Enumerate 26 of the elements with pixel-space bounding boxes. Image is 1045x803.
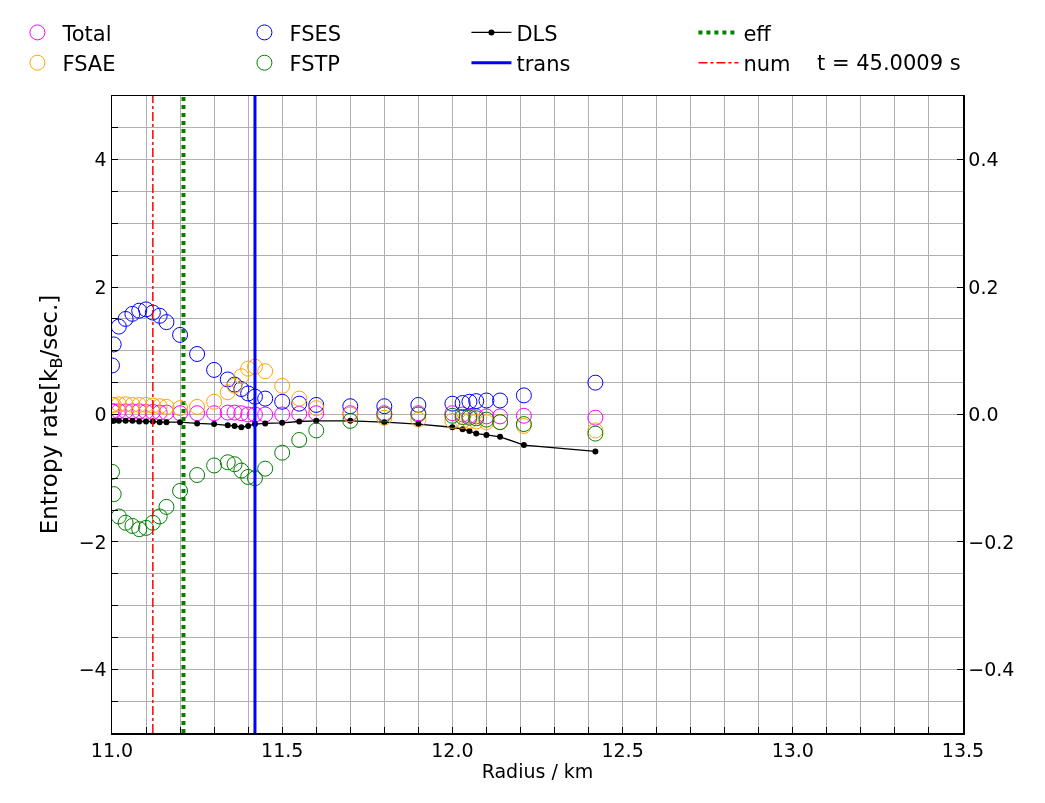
legend-label: FSAE bbox=[62, 51, 116, 76]
legend-label: FSES bbox=[289, 21, 342, 46]
legend-label: Total bbox=[61, 21, 112, 46]
legend-label: trans bbox=[516, 51, 571, 76]
y-tick-label: 2 bbox=[94, 275, 107, 298]
y-tick-label: −2 bbox=[78, 530, 107, 553]
legend-label: num bbox=[743, 51, 791, 76]
legend-label: DLS bbox=[516, 21, 558, 46]
y-tick-label: −4 bbox=[78, 657, 107, 680]
legend-label: eff bbox=[743, 21, 772, 46]
text: t = 45.0009 s bbox=[817, 51, 961, 75]
y2-tick-label: 0.2 bbox=[968, 275, 999, 298]
legend-label: FSTP bbox=[289, 51, 340, 76]
y2-tick-label: 0.0 bbox=[968, 403, 999, 426]
x-tick-label: 11.5 bbox=[261, 739, 304, 762]
y2-tick-label: −0.2 bbox=[968, 530, 1015, 553]
y-tick-label: 0 bbox=[94, 403, 107, 426]
x-tick-label: 13.0 bbox=[771, 739, 814, 762]
x-tick-label: 11.0 bbox=[90, 739, 134, 762]
x-axis-title: Radius / km bbox=[481, 759, 594, 782]
y2-tick-label: 0.4 bbox=[968, 148, 999, 171]
x-tick-label: 13.5 bbox=[941, 739, 985, 762]
y2-tick-label: −0.4 bbox=[968, 657, 1015, 680]
x-tick-label: 12.0 bbox=[431, 739, 474, 762]
x-tick-label: 12.5 bbox=[601, 739, 644, 762]
y-tick-label: 4 bbox=[94, 148, 107, 171]
